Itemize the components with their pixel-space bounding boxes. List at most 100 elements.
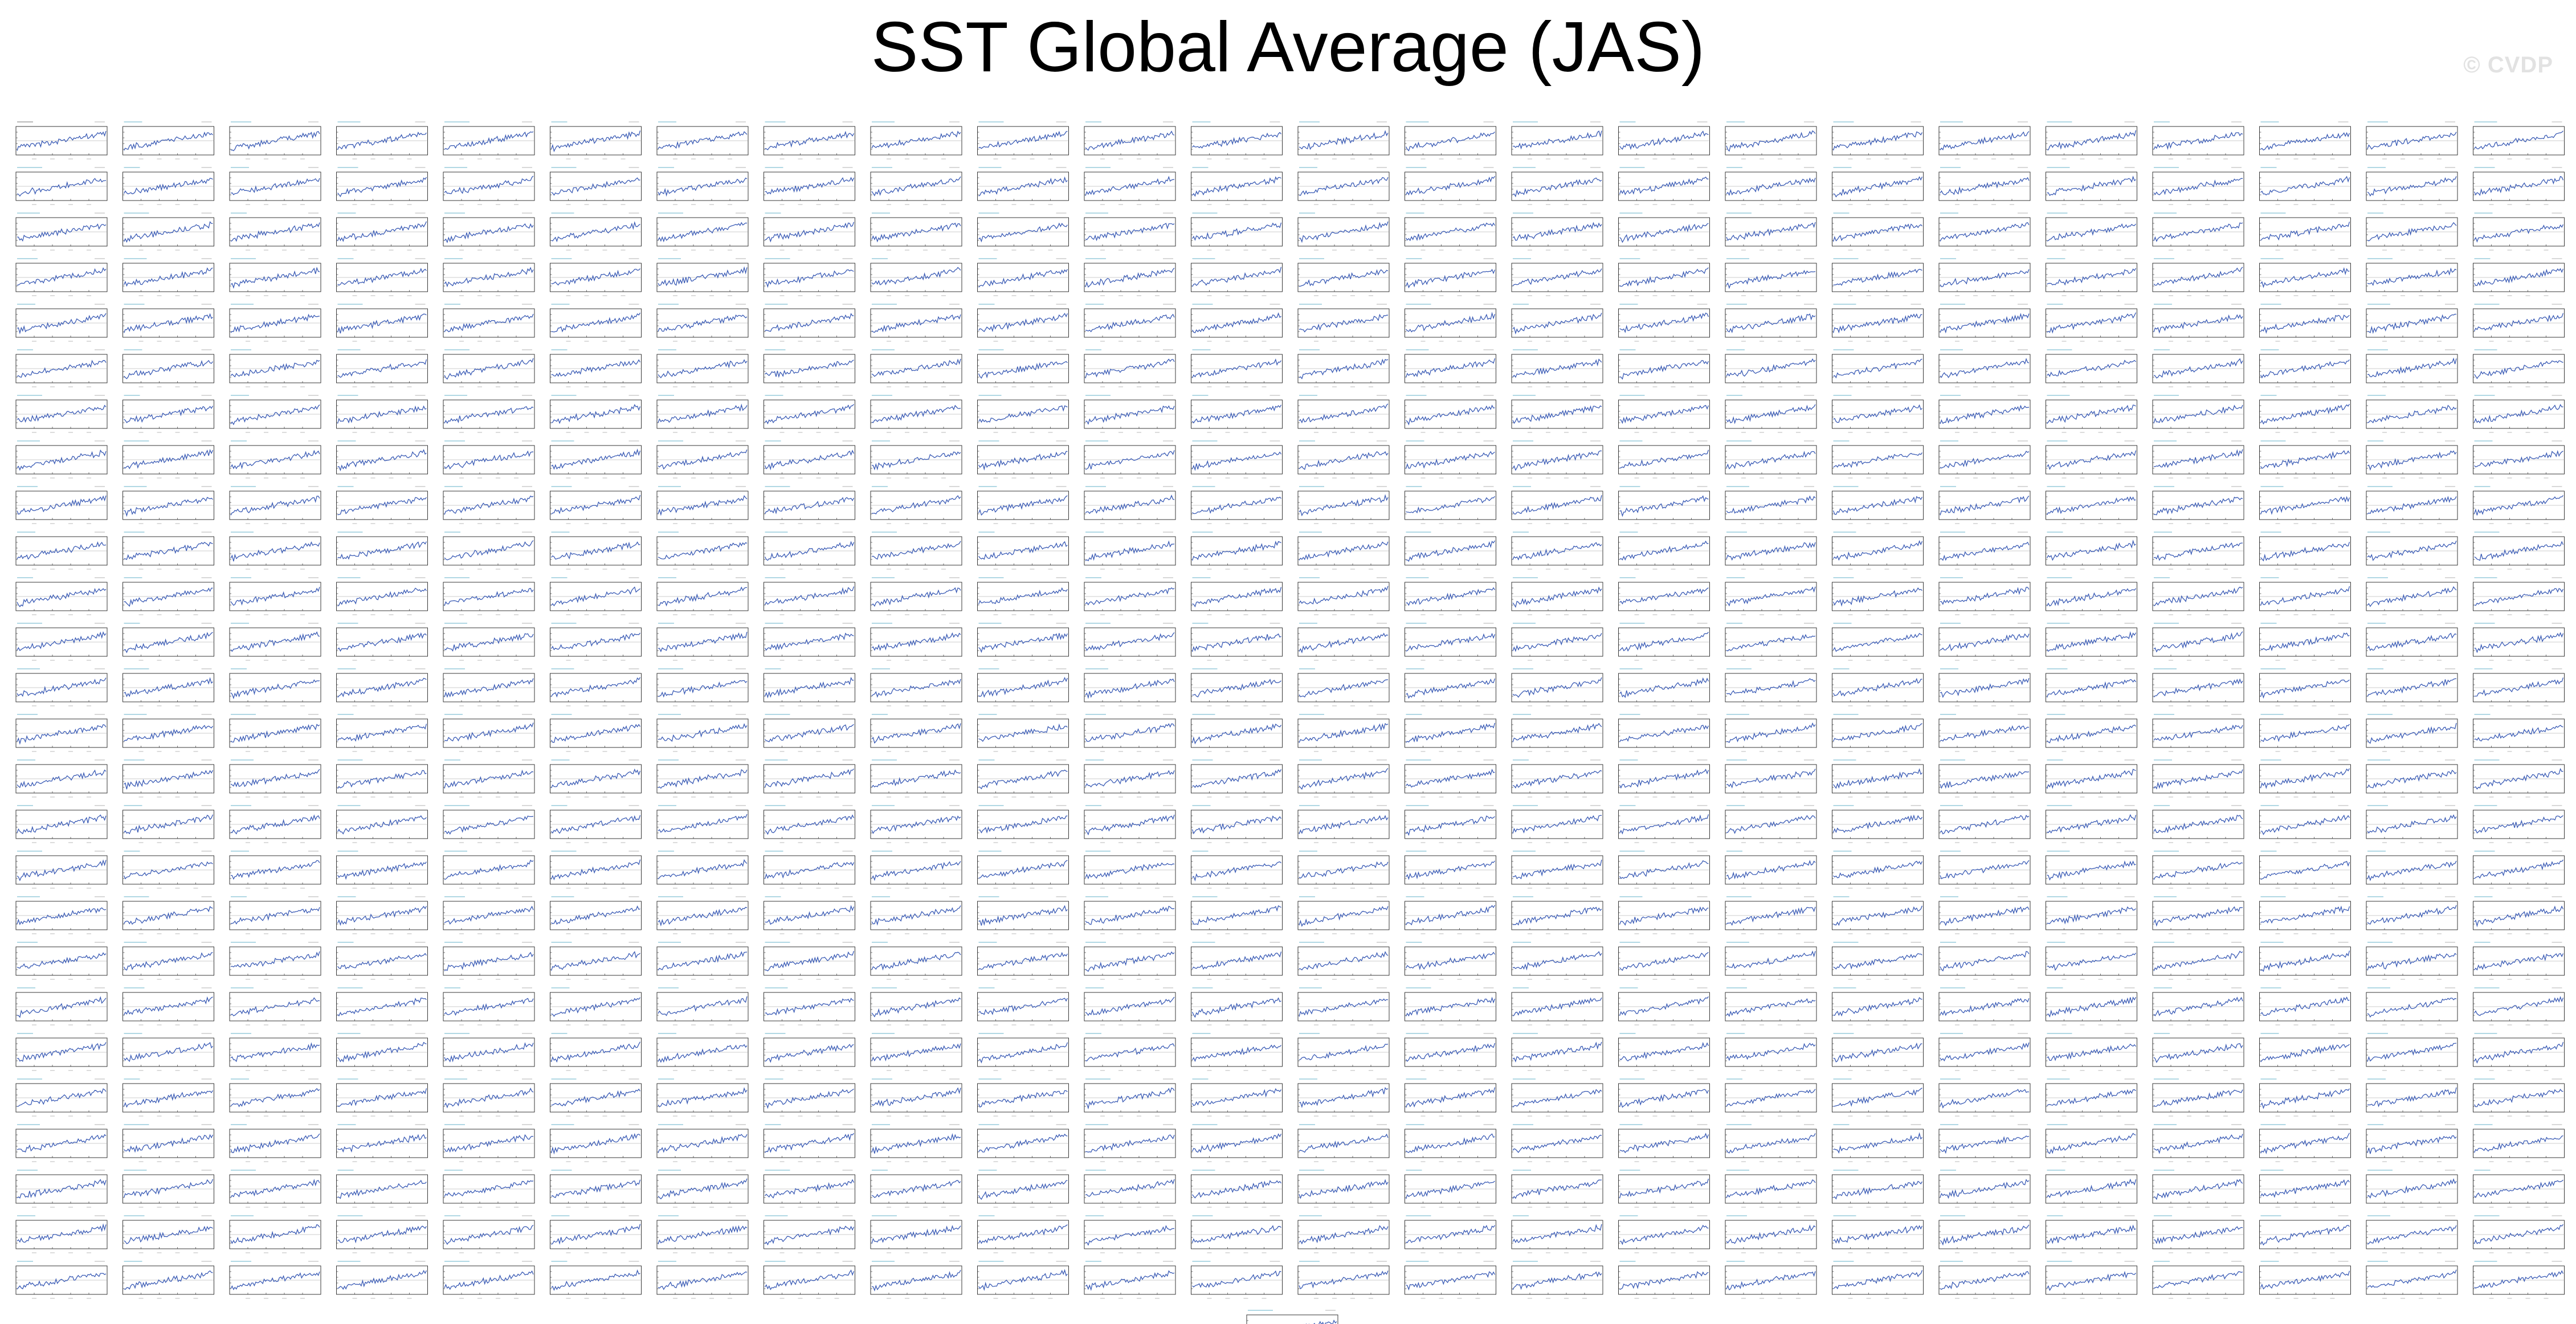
series-line: [764, 632, 854, 651]
series-line: [444, 495, 534, 515]
series-line: [658, 449, 748, 470]
panel: [443, 121, 535, 160]
panel: [123, 349, 214, 387]
series-line: [337, 632, 427, 652]
panel: [15, 213, 108, 251]
panel: [229, 167, 321, 205]
panel: [2473, 395, 2565, 433]
series-line: [2047, 359, 2136, 377]
panel: [1618, 121, 1710, 160]
panel: [2259, 577, 2351, 615]
panel: [2473, 304, 2565, 342]
series-line: [2047, 312, 2137, 334]
series-line: [765, 222, 855, 243]
series-line: [1406, 587, 1496, 606]
panel: [1191, 395, 1283, 433]
panel: [2259, 167, 2351, 205]
series-line: [444, 587, 534, 606]
panel: [2473, 577, 2565, 615]
panel: [977, 304, 1069, 342]
panel: [977, 532, 1069, 570]
panel: [443, 486, 535, 524]
panel: [1832, 258, 1924, 296]
series-line: [1940, 541, 2030, 561]
panel: [1832, 304, 1924, 342]
panel: [1191, 121, 1283, 160]
panel: [2366, 532, 2458, 570]
panel: [764, 440, 855, 479]
panel: [1405, 395, 1496, 433]
series-line: [1085, 495, 1175, 514]
series-line: [2367, 176, 2457, 197]
panel: [764, 304, 855, 342]
series-line: [2367, 541, 2457, 561]
series-line: [1832, 540, 1923, 561]
panel: [336, 532, 428, 570]
series-line: [1619, 449, 1709, 469]
panel: [2366, 167, 2458, 205]
series-line: [230, 541, 320, 562]
series-line: [17, 178, 107, 197]
panel: [123, 304, 214, 342]
panel: [2259, 532, 2351, 570]
panel: [2259, 258, 2351, 296]
series-line: [765, 359, 854, 378]
series-line: [1299, 221, 1389, 243]
series-line: [444, 450, 534, 469]
series-line: [1940, 495, 2030, 516]
series-line: [1832, 313, 1922, 334]
panel: [1618, 258, 1710, 296]
panel: [1191, 304, 1283, 342]
series-line: [871, 358, 961, 377]
panel: [15, 304, 108, 342]
panel: [336, 121, 428, 160]
series-line: [978, 269, 1068, 288]
panel: [2366, 213, 2458, 251]
series-line: [230, 222, 320, 242]
series-line: [123, 267, 213, 287]
panel: [15, 486, 108, 524]
panel: [15, 440, 108, 479]
series-line: [230, 178, 320, 195]
panel: [1618, 440, 1710, 479]
panel: [656, 167, 749, 205]
panel: [1405, 440, 1496, 479]
series-line: [1085, 587, 1175, 606]
series-line: [2260, 175, 2350, 196]
series-line: [2153, 586, 2243, 607]
panel: [2152, 121, 2244, 160]
series-line: [1406, 540, 1496, 562]
panel: [550, 213, 642, 251]
panel: [1511, 486, 1603, 524]
panel: [1832, 440, 1924, 479]
panel: [656, 395, 749, 433]
panel: [977, 167, 1069, 205]
panel: [15, 167, 108, 205]
series-line: [444, 358, 534, 380]
series-line: [765, 130, 855, 150]
panel: [229, 532, 321, 570]
series-line: [1619, 312, 1709, 333]
series-line: [1191, 312, 1281, 333]
series-line: [2153, 449, 2243, 468]
panel: [1405, 486, 1496, 524]
series-line: [1085, 358, 1175, 379]
panel: [2473, 440, 2565, 479]
panel: [1725, 121, 1817, 160]
series-line: [2046, 496, 2136, 516]
panel: [764, 258, 855, 296]
series-line: [551, 268, 640, 286]
panel: [1618, 304, 1710, 342]
panel: [870, 395, 962, 433]
panel: [656, 258, 749, 296]
series-line: [444, 540, 534, 561]
panel: [870, 121, 962, 160]
panel: [550, 532, 642, 570]
series-line: [337, 587, 427, 607]
series-line: [1085, 313, 1175, 333]
series-line: [764, 586, 855, 606]
series-line: [1299, 451, 1389, 471]
series-line: [17, 404, 107, 423]
panel: [764, 395, 855, 433]
series-line: [978, 587, 1068, 604]
